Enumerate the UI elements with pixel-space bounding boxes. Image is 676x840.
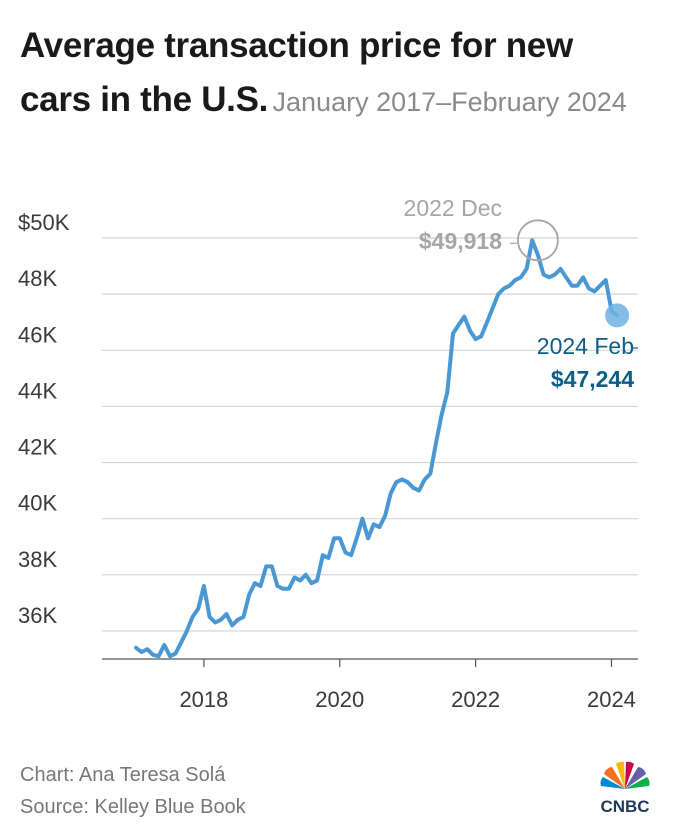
chart-credit: Chart: Ana Teresa Solá	[20, 764, 226, 786]
x-tick-label: 2024	[587, 687, 636, 712]
logo-text: CNBC	[600, 797, 649, 816]
latest-annotation-date: 2024 Feb	[537, 333, 634, 359]
chart-title: Average transaction price for new cars i…	[20, 26, 573, 119]
y-tick-label: 36K	[18, 603, 57, 628]
y-tick-label: 38K	[18, 547, 57, 572]
peak-annotation-date: 2022 Dec	[404, 195, 502, 221]
title-block: Average transaction price for new cars i…	[20, 22, 650, 130]
peak-marker	[516, 219, 559, 262]
chart-source: Source: Kelley Blue Book	[20, 796, 246, 818]
footer: Chart: Ana Teresa Solá Source: Kelley Bl…	[20, 759, 246, 823]
latest-annotation-value: $47,244	[551, 366, 634, 392]
cnbc-logo: CNBC	[600, 761, 650, 816]
y-tick-label: 46K	[18, 322, 57, 347]
y-tick-label: $50K	[18, 210, 70, 235]
y-tick-label: 44K	[18, 378, 57, 403]
y-tick-label: 42K	[18, 435, 57, 460]
latest-marker	[605, 303, 630, 328]
series-line	[134, 238, 620, 659]
peak-annotation-value: $49,918	[419, 228, 502, 254]
peacock-icon	[600, 761, 650, 789]
y-tick-label: 40K	[18, 491, 57, 516]
chart-subtitle: January 2017–February 2024	[272, 87, 627, 117]
x-tick-label: 2020	[315, 687, 364, 712]
x-tick-label: 2022	[451, 687, 500, 712]
line-chart: 36K 38K 40K 42K 44K 46K 48K $50K 2018 2020 2022 202…	[18, 195, 638, 712]
y-tick-label: 48K	[18, 266, 57, 291]
x-tick-label: 2018	[179, 687, 228, 712]
